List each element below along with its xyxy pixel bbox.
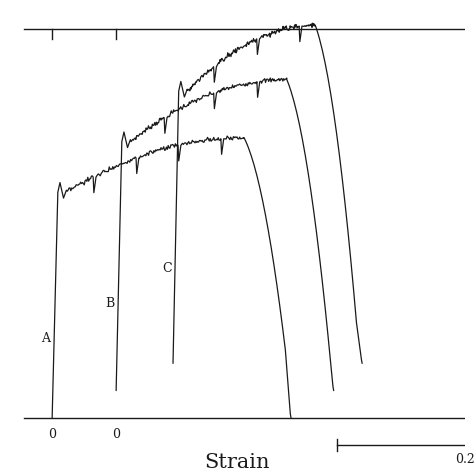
Text: 0: 0 bbox=[48, 428, 56, 440]
Text: B: B bbox=[105, 297, 115, 310]
Text: 0.2: 0.2 bbox=[455, 453, 474, 466]
Text: A: A bbox=[42, 332, 50, 346]
Text: 0: 0 bbox=[112, 428, 120, 440]
Text: C: C bbox=[162, 262, 172, 274]
Text: Strain: Strain bbox=[204, 453, 270, 472]
